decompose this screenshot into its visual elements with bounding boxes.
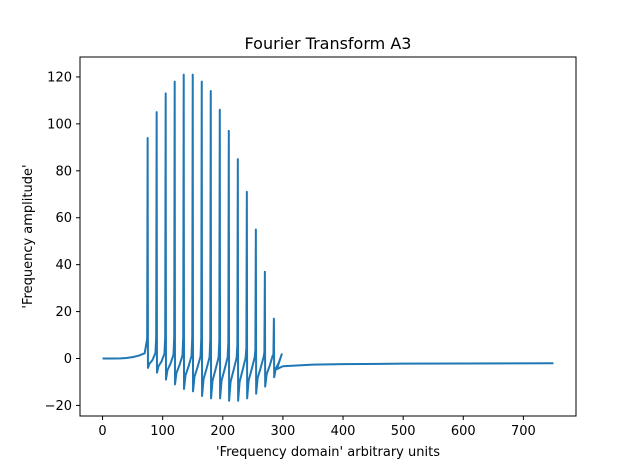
y-tick-label: 0 — [64, 352, 72, 367]
x-tick-label: 100 — [150, 424, 175, 439]
x-tick-label: 300 — [270, 424, 295, 439]
y-tick-label: 80 — [55, 164, 72, 179]
plot-area — [80, 57, 576, 416]
y-tick-label: 40 — [55, 258, 72, 273]
x-tick-label: 500 — [391, 424, 416, 439]
series-layer — [102, 73, 554, 402]
y-axis-label: 'Frequency amplitude' — [21, 164, 36, 308]
x-tick-label: 200 — [210, 424, 235, 439]
chart-title: Fourier Transform A3 — [245, 34, 412, 53]
x-tick-label: 400 — [331, 424, 356, 439]
x-tick-label: 600 — [451, 424, 476, 439]
y-tick-label: 60 — [55, 211, 72, 226]
axes-frame — [79, 56, 577, 417]
y-tick-label: −20 — [45, 399, 72, 414]
x-ticks: 0 100 200 300 400 500 600 700 — [98, 416, 536, 439]
x-tick-label: 0 — [98, 424, 106, 439]
x-tick-label: 700 — [511, 424, 536, 439]
x-axis-label: 'Frequency domain' arbitrary units — [216, 445, 440, 460]
series-line — [102, 73, 554, 402]
y-tick-label: 20 — [55, 305, 72, 320]
y-ticks: −20 0 20 40 60 80 100 120 — [45, 70, 80, 414]
y-tick-label: 100 — [47, 117, 72, 132]
y-tick-label: 120 — [47, 70, 72, 85]
